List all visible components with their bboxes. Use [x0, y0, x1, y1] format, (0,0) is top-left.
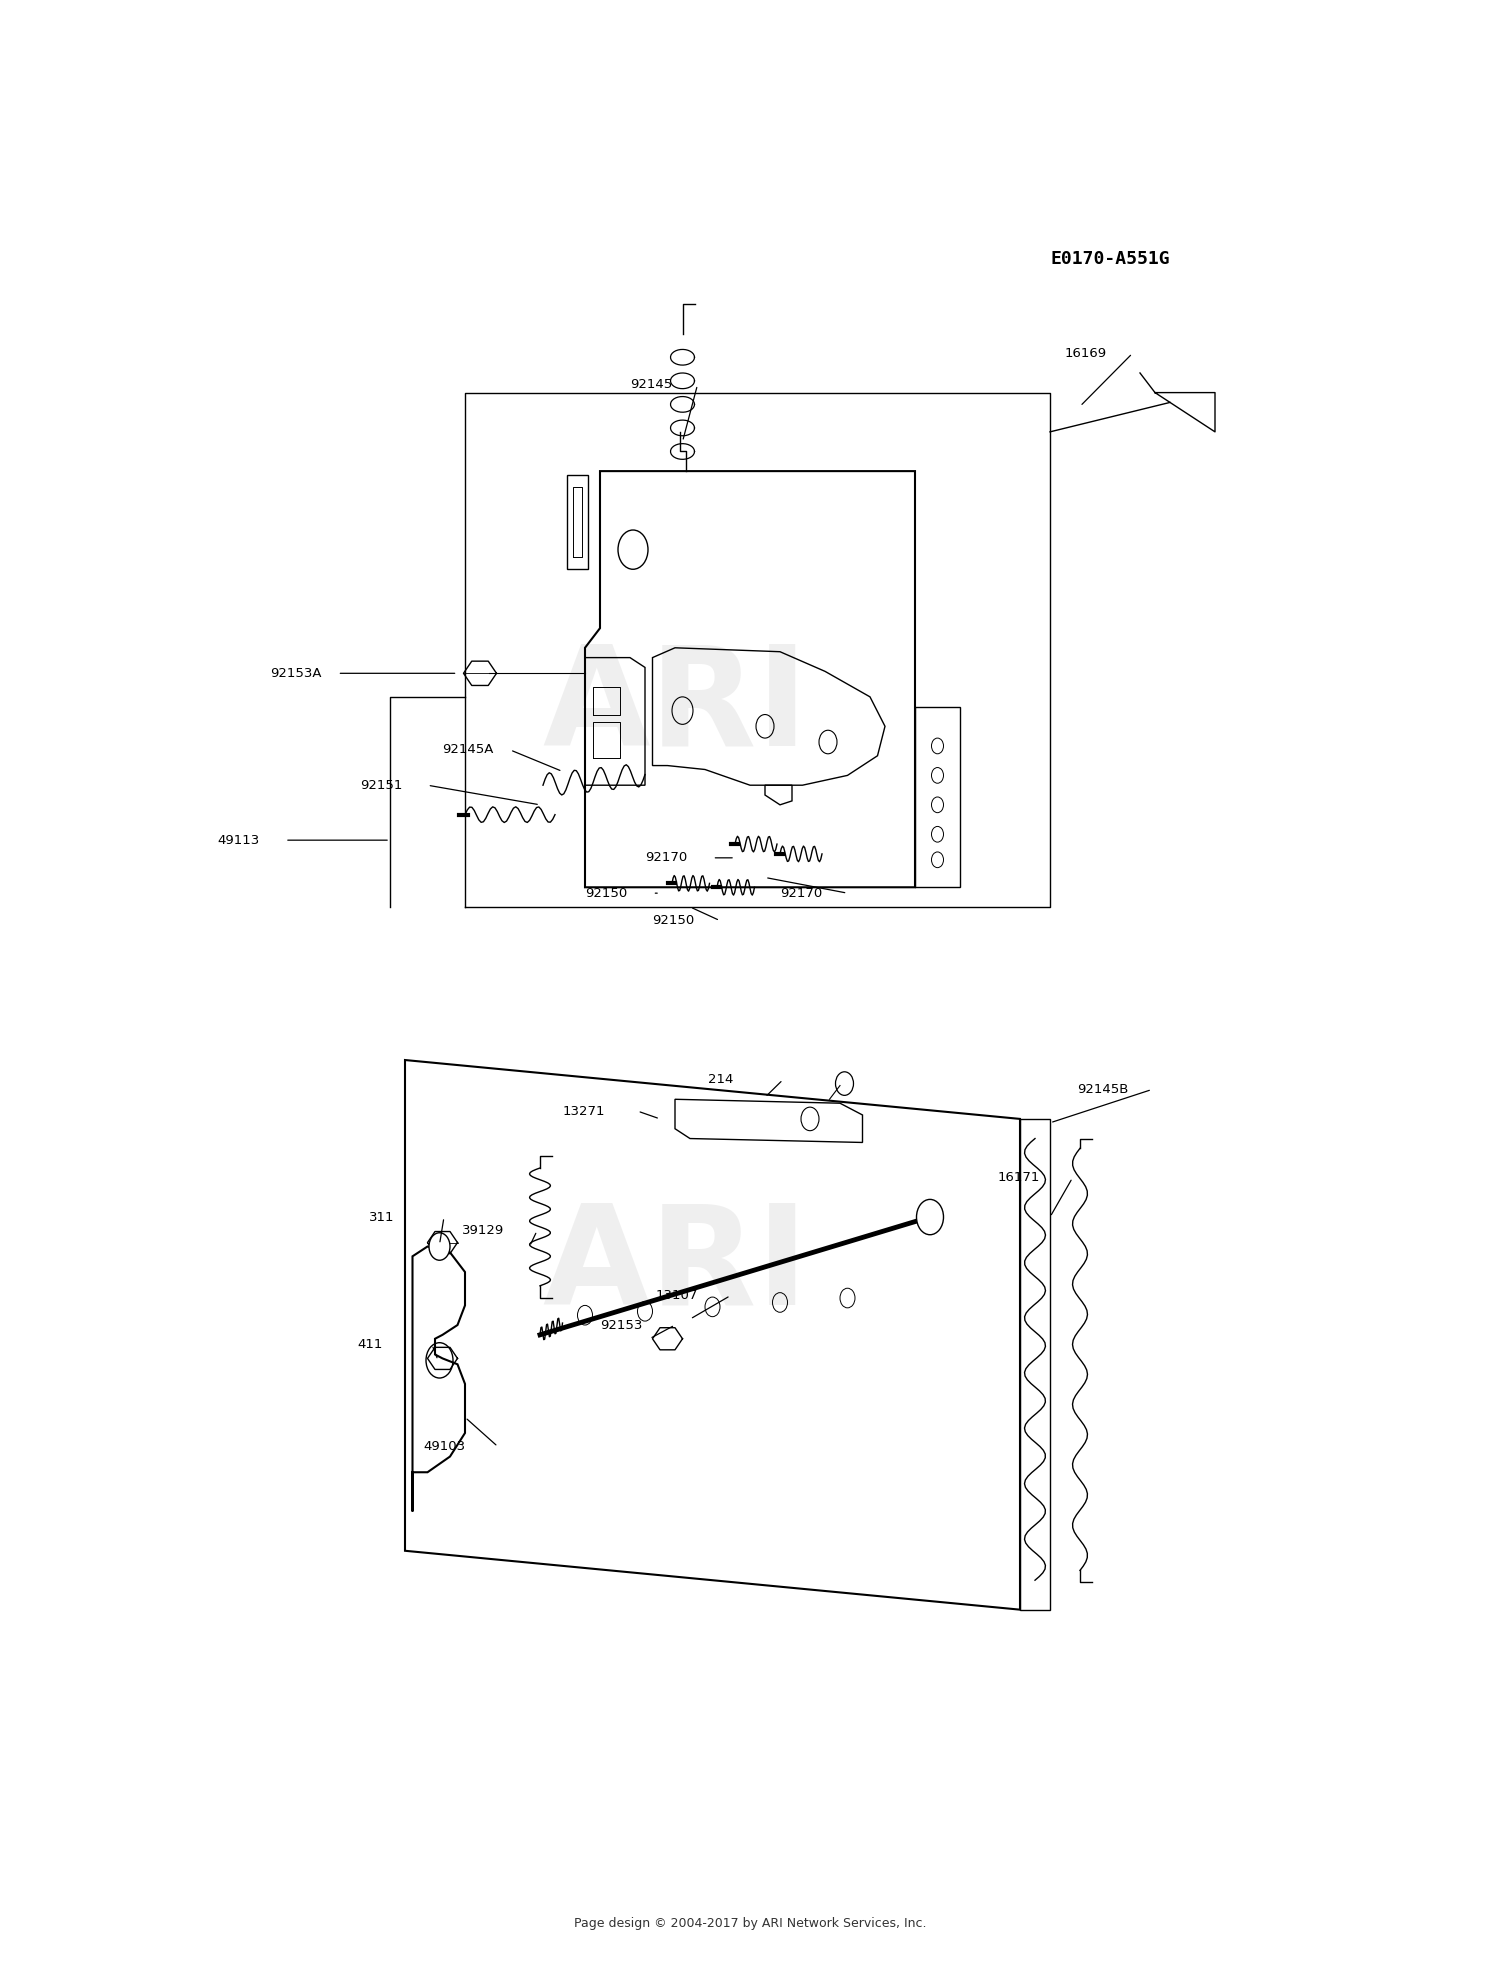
Text: 92170: 92170: [780, 887, 822, 899]
Text: 214: 214: [708, 1074, 734, 1086]
Text: ARI: ARI: [542, 1199, 808, 1333]
Text: 49113: 49113: [217, 834, 259, 846]
Text: 13107: 13107: [656, 1290, 698, 1301]
Text: 92151: 92151: [360, 779, 402, 791]
Text: 92145A: 92145A: [442, 744, 494, 756]
Text: 92153: 92153: [600, 1319, 642, 1331]
Text: 311: 311: [369, 1211, 394, 1223]
Text: 16171: 16171: [998, 1172, 1039, 1184]
Text: 13271: 13271: [562, 1105, 604, 1117]
Circle shape: [916, 1199, 944, 1235]
Text: E0170-A551G: E0170-A551G: [1050, 249, 1170, 269]
Text: 92153A: 92153A: [270, 667, 321, 679]
Text: 49103: 49103: [423, 1441, 465, 1453]
Circle shape: [429, 1233, 450, 1260]
Text: 92145B: 92145B: [1077, 1084, 1128, 1095]
Text: 92150: 92150: [652, 915, 694, 927]
Text: ARI: ARI: [542, 640, 808, 773]
Text: 92170: 92170: [645, 852, 687, 864]
Text: 411: 411: [357, 1339, 382, 1351]
Text: 92145: 92145: [630, 379, 672, 391]
Text: 16169: 16169: [1065, 347, 1107, 359]
Text: Page design © 2004-2017 by ARI Network Services, Inc.: Page design © 2004-2017 by ARI Network S…: [573, 1918, 926, 1930]
Text: 92150: 92150: [585, 887, 627, 899]
Text: 39129: 39129: [462, 1225, 504, 1237]
